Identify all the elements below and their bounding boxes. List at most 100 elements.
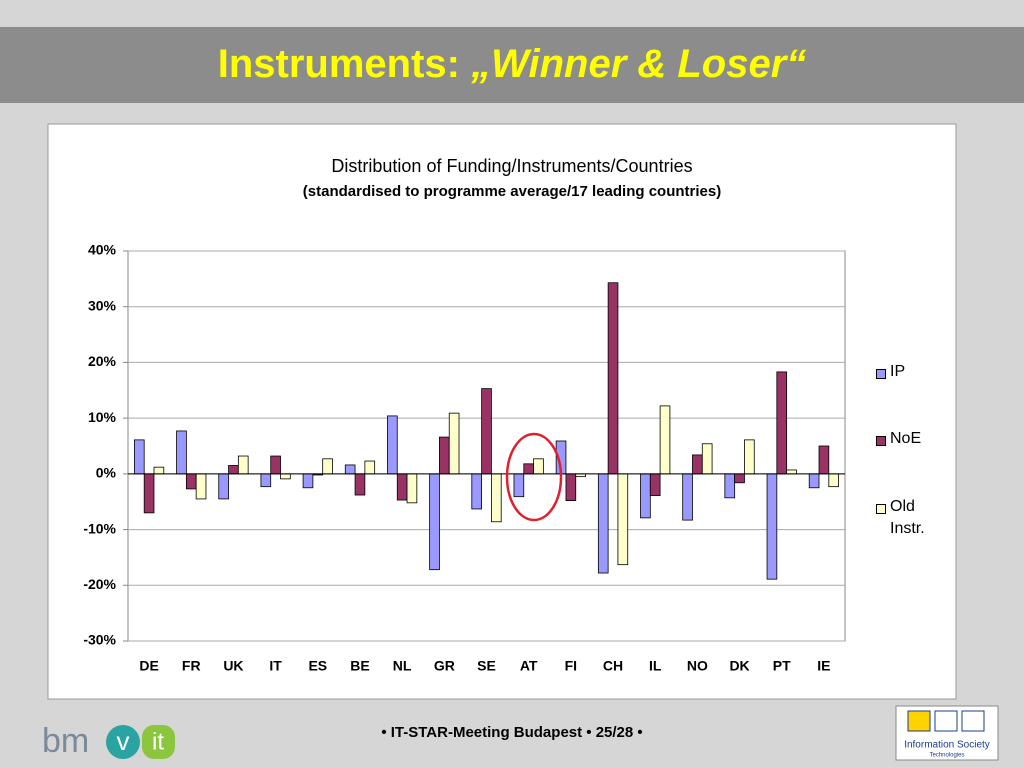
bar <box>565 473 577 502</box>
bar <box>364 460 376 475</box>
legend-item: IP <box>876 363 946 383</box>
bar <box>237 455 249 475</box>
x-tick-label: CH <box>603 658 623 674</box>
bar <box>448 412 460 475</box>
logo-text: v <box>117 726 130 756</box>
logo-tile <box>961 710 985 732</box>
bar <box>143 473 155 514</box>
bar <box>406 473 418 504</box>
x-tick-label: DE <box>139 658 158 674</box>
y-tick-label: 0% <box>96 465 117 481</box>
footer: • IT-STAR-Meeting Budapest • 25/28 • <box>381 724 642 741</box>
bar <box>176 430 187 475</box>
logo-text: it <box>152 728 164 755</box>
legend-swatch <box>876 369 886 379</box>
bar <box>396 473 408 501</box>
x-tick-label: FR <box>182 658 201 674</box>
bar <box>513 473 525 498</box>
plot: -30% -20% -10% 0% 10% 20% 30% 40% DE FR UK IT ES BE NL… <box>83 242 846 674</box>
legend-swatch <box>876 436 886 446</box>
x-tick-label: BE <box>350 658 369 674</box>
y-tick-label: 10% <box>88 409 117 425</box>
bar <box>322 458 333 475</box>
bar <box>597 473 609 574</box>
title-bar <box>0 27 1024 103</box>
x-tick-label: SE <box>477 658 496 674</box>
bar <box>153 466 165 475</box>
x-tick-label: ES <box>308 658 327 674</box>
bar <box>133 439 145 475</box>
x-tick-label: PT <box>773 658 791 674</box>
logo-circle <box>106 725 140 759</box>
bar <box>724 473 736 499</box>
bar <box>786 469 797 475</box>
bar <box>766 473 778 580</box>
slide-title: Instruments: „Winner & Loser“ <box>218 42 807 86</box>
bar <box>195 473 207 500</box>
bar <box>185 473 197 490</box>
y-tick-label: 20% <box>88 353 117 369</box>
bar <box>808 473 820 489</box>
bar <box>701 443 713 475</box>
bar <box>828 473 840 488</box>
legend-item: NoE <box>876 430 946 450</box>
chart-title: Distribution of Funding/Instruments/Coun… <box>331 156 692 176</box>
bar <box>617 473 629 566</box>
x-tick-label: UK <box>223 658 243 674</box>
x-tick-label: NO <box>687 658 708 674</box>
bar <box>734 473 745 484</box>
y-tick-label: 40% <box>88 242 117 258</box>
bar <box>533 458 544 475</box>
legend-item: Old Instr. <box>876 498 946 540</box>
bar <box>744 439 755 475</box>
bar <box>260 473 272 488</box>
y-tick-label: -30% <box>83 632 116 648</box>
highlight-circle <box>505 432 563 522</box>
logo-text: bm <box>42 722 89 760</box>
x-tick-label: GR <box>434 658 455 674</box>
bar <box>649 473 661 496</box>
bar <box>481 388 492 475</box>
bar <box>302 473 314 489</box>
y-tick-label: 30% <box>88 297 117 313</box>
logo-right: Information Society Technologies <box>895 705 999 761</box>
chart-subtitle: (standardised to programme average/17 le… <box>303 183 721 200</box>
x-tick-label: DK <box>729 658 749 674</box>
bar <box>490 473 502 523</box>
legend-label: IP <box>890 363 906 380</box>
bar <box>280 473 291 480</box>
bar <box>523 463 534 475</box>
bar <box>429 473 440 571</box>
bar <box>692 454 703 475</box>
x-tick-label: FI <box>565 658 577 674</box>
logo-tile <box>934 710 958 732</box>
bar <box>387 415 398 475</box>
bar <box>818 445 830 475</box>
legend-label: Old Instr. <box>890 498 925 537</box>
bar <box>354 473 366 496</box>
x-tick-label: IT <box>269 658 282 674</box>
bar <box>640 473 651 519</box>
y-tick-label: -20% <box>83 576 116 592</box>
bar <box>228 465 239 475</box>
bar <box>218 473 229 500</box>
logo-shape <box>142 725 175 759</box>
x-tick-label: IE <box>817 658 830 674</box>
bar <box>439 436 450 475</box>
bar <box>659 405 671 475</box>
legend-swatch <box>876 504 886 514</box>
title-emphasis: „Winner & Loser“ <box>470 42 806 86</box>
logo-tile <box>907 710 931 732</box>
bar <box>607 282 619 475</box>
bar <box>270 455 281 475</box>
logo-left: bm v it <box>42 722 175 760</box>
logo-text: Technologies <box>929 753 964 759</box>
x-tick-label: IL <box>649 658 662 674</box>
y-tick-label: -10% <box>83 520 116 536</box>
x-tick-label: NL <box>393 658 412 674</box>
x-tick-label: AT <box>520 658 538 674</box>
bar <box>344 464 356 475</box>
bar <box>776 371 788 475</box>
